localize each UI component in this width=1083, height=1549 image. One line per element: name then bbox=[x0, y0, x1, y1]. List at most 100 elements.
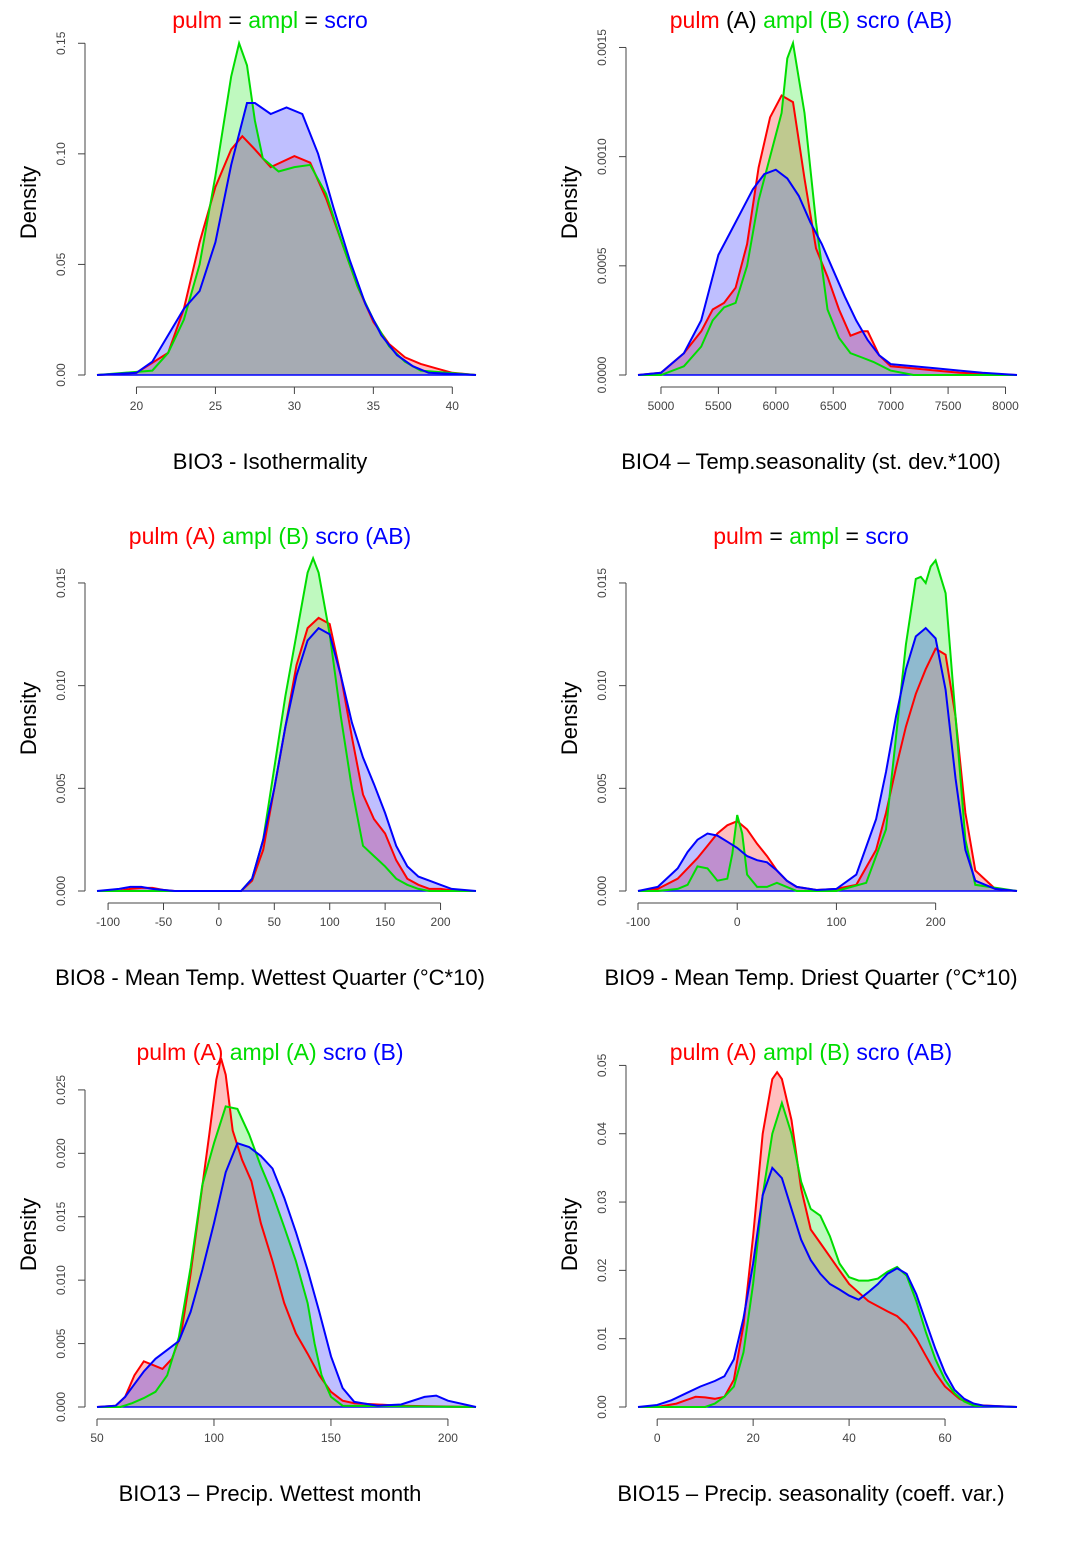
x-tick-label: -50 bbox=[155, 915, 173, 929]
x-tick-label: 200 bbox=[431, 915, 451, 929]
chart-panel-6: pulm (A) ampl (B) scro (AB) 0 20 40 60 0.00 0.… bbox=[541, 1032, 1082, 1548]
chart-svg: pulm (A) ampl (B) scro (AB) -100 -50 0 50 100… bbox=[16, 523, 485, 990]
y-axis: 0.000 0.005 0.010 0.015 bbox=[595, 568, 627, 906]
x-tick-label: 5000 bbox=[648, 399, 675, 413]
x-axis: -100 -50 0 50 100 150 200 bbox=[96, 902, 451, 929]
density-line-scro bbox=[96, 626, 477, 892]
chart-title: pulm (A) ampl (A) scro (B) bbox=[136, 1039, 403, 1065]
y-tick-label: 0.015 bbox=[595, 568, 609, 598]
y-axis: 0.00 0.05 0.10 0.15 bbox=[54, 31, 86, 387]
chart-panel-1: pulm = ampl = scro 20 25 30 35 40 0.00 0.05 0.10… bbox=[0, 0, 541, 516]
title-segment: = bbox=[222, 7, 248, 33]
x-tick-label: 35 bbox=[367, 399, 381, 413]
x-axis: 0 20 40 60 bbox=[654, 1418, 952, 1445]
x-axis-label: BIO8 - Mean Temp. Wettest Quarter (°C*10… bbox=[55, 965, 485, 990]
chart-panel-2: pulm (A) ampl (B) scro (AB) 5000 5500 6000 6… bbox=[541, 0, 1082, 516]
x-tick-label: 30 bbox=[288, 399, 302, 413]
x-axis-label: BIO13 – Precip. Wettest month bbox=[119, 1481, 422, 1506]
chart-panel-3: pulm (A) ampl (B) scro (AB) -100 -50 0 50 100… bbox=[0, 516, 541, 1032]
y-tick-label: 0.000 bbox=[595, 876, 609, 906]
y-tick-label: 0.010 bbox=[54, 670, 68, 700]
y-tick-label: 0.01 bbox=[595, 1327, 609, 1351]
y-axis-label: Density bbox=[557, 1198, 582, 1271]
title-segment: = bbox=[763, 523, 789, 549]
y-tick-label: 0.000 bbox=[54, 1392, 68, 1422]
y-tick-label: 0.015 bbox=[54, 568, 68, 598]
y-tick-label: 0.04 bbox=[595, 1122, 609, 1146]
title-segment: ampl (A) bbox=[230, 1039, 317, 1065]
density-line-scro bbox=[96, 102, 477, 376]
density-line-pulm bbox=[96, 134, 477, 376]
y-tick-label: 0.00 bbox=[595, 1395, 609, 1419]
density-line-ampl bbox=[97, 1105, 477, 1408]
title-segment: scro bbox=[324, 7, 367, 33]
title-segment: scro (AB) bbox=[856, 1039, 952, 1065]
x-tick-label: 60 bbox=[938, 1431, 952, 1445]
title-segment: ampl (B) bbox=[222, 523, 309, 549]
y-tick-label: 0.010 bbox=[54, 1265, 68, 1295]
density-line-scro bbox=[637, 1166, 1018, 1408]
title-segment: scro (AB) bbox=[856, 7, 952, 33]
x-axis: 5000 5500 6000 6500 7000 7500 8000 bbox=[648, 386, 1019, 413]
chart-title: pulm (A) ampl (B) scro (AB) bbox=[670, 7, 952, 33]
y-axis: 0.000 0.005 0.010 0.015 bbox=[54, 568, 86, 906]
y-tick-label: 0.10 bbox=[54, 142, 68, 166]
x-axis: 20 25 30 35 40 bbox=[130, 386, 460, 413]
overlap-fill bbox=[638, 1168, 1017, 1407]
y-tick-label: 0.005 bbox=[595, 773, 609, 803]
x-tick-label: 7500 bbox=[935, 399, 962, 413]
y-tick-label: 0.05 bbox=[595, 1053, 609, 1077]
title-segment: pulm bbox=[670, 7, 720, 33]
title-segment: pulm (A) bbox=[136, 1039, 223, 1065]
chart-title: pulm = ampl = scro bbox=[713, 523, 909, 549]
chart-title: pulm = ampl = scro bbox=[172, 7, 368, 33]
y-tick-label: 0.0005 bbox=[595, 247, 609, 284]
chart-title: pulm (A) ampl (B) scro (AB) bbox=[670, 1039, 952, 1065]
x-tick-label: 200 bbox=[926, 915, 946, 929]
title-segment: ampl (B) bbox=[763, 1039, 850, 1065]
x-tick-label: 50 bbox=[90, 1431, 104, 1445]
title-segment: pulm (A) bbox=[129, 523, 216, 549]
x-tick-label: 20 bbox=[746, 1431, 760, 1445]
y-tick-label: 0.005 bbox=[54, 773, 68, 803]
y-tick-label: 0.015 bbox=[54, 1201, 68, 1231]
y-tick-label: 0.020 bbox=[54, 1138, 68, 1168]
y-tick-label: 0.005 bbox=[54, 1328, 68, 1358]
x-tick-label: 5500 bbox=[705, 399, 732, 413]
overlap-fill bbox=[97, 628, 476, 891]
x-tick-label: 0 bbox=[216, 915, 223, 929]
y-tick-label: 0.0010 bbox=[595, 138, 609, 175]
x-tick-label: 100 bbox=[204, 1431, 224, 1445]
x-axis-label: BIO3 - Isothermality bbox=[173, 449, 367, 474]
x-tick-label: 50 bbox=[268, 915, 282, 929]
y-tick-label: 0.0000 bbox=[595, 356, 609, 393]
overlap-fill bbox=[638, 648, 1017, 891]
y-axis: 0.000 0.005 0.010 0.015 0.020 0.025 bbox=[54, 1075, 86, 1422]
density-line-ampl bbox=[638, 39, 1017, 376]
density-line-ampl bbox=[638, 1099, 1018, 1408]
y-axis-label: Density bbox=[16, 1198, 41, 1271]
x-tick-label: 20 bbox=[130, 399, 144, 413]
density-line-pulm bbox=[638, 1070, 1018, 1408]
title-segment: (A) bbox=[720, 7, 763, 33]
y-axis-label: Density bbox=[16, 682, 41, 755]
x-axis-label: BIO9 - Mean Temp. Driest Quarter (°C*10) bbox=[604, 965, 1017, 990]
y-tick-label: 0.025 bbox=[54, 1075, 68, 1105]
y-axis: 0.00 0.01 0.02 0.03 0.04 0.05 bbox=[595, 1053, 627, 1419]
x-axis: -100 0 100 200 bbox=[626, 902, 946, 929]
y-tick-label: 0.15 bbox=[54, 31, 68, 55]
y-tick-label: 0.03 bbox=[595, 1190, 609, 1214]
x-tick-label: 40 bbox=[842, 1431, 856, 1445]
x-axis: 50 100 150 200 bbox=[90, 1418, 458, 1445]
chart-svg: pulm = ampl = scro-100 0 100 2000.0000.0050… bbox=[557, 523, 1018, 990]
y-tick-label: 0.010 bbox=[595, 670, 609, 700]
x-tick-label: 40 bbox=[446, 399, 460, 413]
x-tick-label: 6000 bbox=[762, 399, 789, 413]
x-tick-label: 6500 bbox=[820, 399, 847, 413]
chart-panel-4: pulm = ampl = scro -100 0 100 200 0.000 0.005 0… bbox=[541, 516, 1082, 1032]
density-line-scro bbox=[637, 168, 1018, 376]
y-axis-label: Density bbox=[557, 166, 582, 239]
density-line-scro bbox=[637, 626, 1018, 892]
y-axis-label: Density bbox=[557, 682, 582, 755]
chart-svg: pulm (A) ampl (B) scro (AB)0 20 40 600.000.… bbox=[557, 1039, 1018, 1506]
